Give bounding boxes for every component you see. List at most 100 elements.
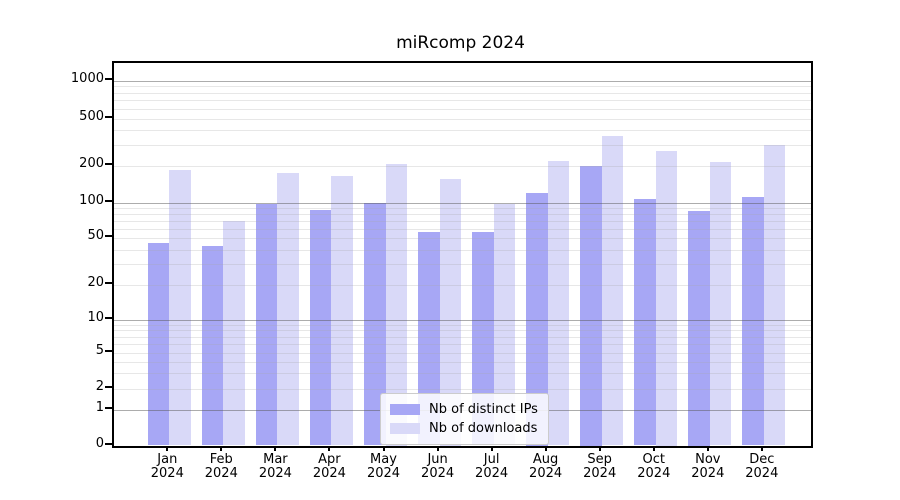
bar-distinct-ips-jan xyxy=(147,243,170,446)
y-tick-mark xyxy=(105,163,112,165)
x-tick-year: 2024 xyxy=(583,466,617,481)
x-tick-label: Mar 2024 xyxy=(245,453,305,481)
y-tick-label: 50 xyxy=(87,228,104,243)
x-tick-year: 2024 xyxy=(475,466,509,481)
y-tick-mark xyxy=(105,407,112,410)
x-tick-mark xyxy=(166,445,169,451)
x-tick-year: 2024 xyxy=(204,466,238,481)
bar-distinct-ips-feb xyxy=(201,245,224,446)
x-tick-mark xyxy=(382,445,385,451)
x-tick-mark xyxy=(220,445,223,451)
x-tick-label: Dec 2024 xyxy=(732,453,792,481)
y-tick-mark xyxy=(105,115,112,118)
x-tick-month: Apr xyxy=(318,452,341,467)
y-tick-label: 200 xyxy=(79,156,104,171)
x-tick-year: 2024 xyxy=(421,466,455,481)
bar-downloads-sep xyxy=(601,136,624,446)
y-tick-label: 1 xyxy=(95,400,104,416)
y-tick-label: 500 xyxy=(79,108,104,124)
bar-downloads-aug xyxy=(547,161,570,446)
bar-distinct-ips-aug xyxy=(526,193,548,446)
bar-distinct-ips-may xyxy=(364,202,386,446)
x-tick-month: Mar xyxy=(263,452,288,467)
y-tick-mark xyxy=(105,199,112,202)
x-tick-label: Feb 2024 xyxy=(191,453,251,481)
x-tick-year: 2024 xyxy=(637,466,671,481)
y-tick-label: 5 xyxy=(95,342,104,358)
bars-layer xyxy=(114,63,811,446)
legend-swatch-downloads xyxy=(390,423,420,434)
x-tick-label: Jul 2024 xyxy=(462,453,522,481)
x-tick-label: Nov 2024 xyxy=(678,453,738,481)
bar-downloads-jan xyxy=(169,170,191,446)
y-tick-label: 1000 xyxy=(70,70,104,86)
y-tick-label: 0 xyxy=(95,435,104,451)
bar-downloads-nov xyxy=(709,161,732,446)
bar-downloads-apr xyxy=(331,176,353,446)
x-tick-label: Jun 2024 xyxy=(408,453,468,481)
legend-label-distinct-ips: Nb of distinct IPs xyxy=(429,402,538,417)
legend: Nb of distinct IPs Nb of downloads xyxy=(380,393,549,445)
bar-distinct-ips-jun xyxy=(418,232,440,446)
x-tick-month: May xyxy=(370,452,397,467)
legend-swatch-distinct-ips xyxy=(390,404,420,415)
x-tick-month: Nov xyxy=(695,452,721,467)
x-tick-month: Sep xyxy=(587,452,612,467)
x-tick-year: 2024 xyxy=(529,466,563,481)
legend-item-downloads: Nb of downloads xyxy=(390,419,538,438)
x-tick-month: Aug xyxy=(532,452,559,467)
y-tick-mark xyxy=(105,316,112,319)
bar-distinct-ips-nov xyxy=(688,211,710,446)
x-tick-year: 2024 xyxy=(258,466,292,481)
y-tick-label: 10 xyxy=(87,309,104,325)
x-tick-mark xyxy=(544,445,547,451)
bar-downloads-oct xyxy=(655,150,678,446)
x-tick-mark xyxy=(436,445,439,451)
y-tick-mark xyxy=(105,235,112,237)
bar-distinct-ips-oct xyxy=(634,199,656,446)
x-tick-year: 2024 xyxy=(745,466,779,481)
bar-downloads-feb xyxy=(223,220,245,446)
x-tick-year: 2024 xyxy=(691,466,725,481)
x-tick-label: Sep 2024 xyxy=(570,453,630,481)
x-tick-mark xyxy=(274,445,277,451)
y-tick-label: 2 xyxy=(95,379,104,395)
x-tick-label: May 2024 xyxy=(354,453,414,481)
legend-label-downloads: Nb of downloads xyxy=(429,421,538,436)
bar-distinct-ips-mar xyxy=(255,204,278,446)
y-tick-label: 20 xyxy=(87,275,104,291)
x-tick-label: Jan 2024 xyxy=(137,453,197,481)
bar-distinct-ips-sep xyxy=(580,166,602,446)
bar-downloads-mar xyxy=(277,173,299,446)
x-tick-month: Jan xyxy=(157,452,178,467)
x-tick-label: Apr 2024 xyxy=(299,453,359,481)
x-tick-year: 2024 xyxy=(366,466,401,481)
bar-downloads-jun xyxy=(439,178,462,446)
x-tick-label: Oct 2024 xyxy=(624,453,684,481)
y-tick-mark xyxy=(105,282,112,285)
x-tick-mark xyxy=(760,445,763,451)
x-tick-year: 2024 xyxy=(312,466,346,481)
x-tick-mark xyxy=(598,445,601,451)
x-tick-month: Dec xyxy=(749,452,775,467)
x-tick-mark xyxy=(652,445,655,451)
x-tick-month: Jul xyxy=(483,452,500,467)
x-tick-mark xyxy=(490,445,493,451)
x-tick-month: Oct xyxy=(642,452,666,467)
bar-distinct-ips-jul xyxy=(472,232,494,446)
y-tick-mark xyxy=(105,77,112,80)
x-tick-label: Aug 2024 xyxy=(516,453,576,481)
bar-downloads-may xyxy=(385,163,407,446)
bar-downloads-dec xyxy=(763,145,786,446)
y-tick-mark xyxy=(105,349,112,352)
x-tick-mark xyxy=(328,445,331,451)
legend-item-distinct-ips: Nb of distinct IPs xyxy=(390,400,538,419)
chart-title: miRcomp 2024 xyxy=(396,33,525,53)
x-tick-mark xyxy=(706,445,709,451)
y-tick-mark xyxy=(105,442,112,445)
plot-area: Nb of distinct IPs Nb of downloads xyxy=(112,61,813,448)
x-tick-month: Feb xyxy=(209,452,233,467)
y-tick-mark xyxy=(105,386,112,389)
x-tick-year: 2024 xyxy=(150,466,184,481)
